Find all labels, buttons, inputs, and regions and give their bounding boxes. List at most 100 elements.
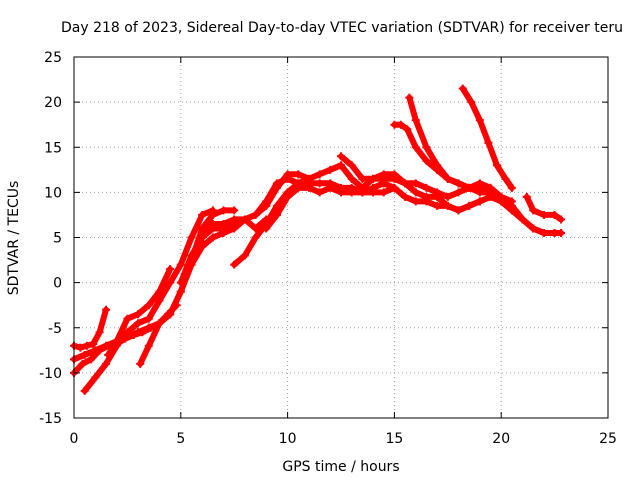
data-point: [539, 228, 548, 237]
data-point: [198, 233, 207, 242]
series-arc-15: [458, 84, 516, 192]
data-point: [337, 161, 345, 170]
data-point: [507, 183, 516, 192]
y-tick-label: -15: [39, 411, 62, 427]
series-arc-5: [104, 265, 175, 359]
data-point: [144, 301, 153, 310]
data-point: [486, 183, 495, 192]
series-arc-4: [80, 206, 217, 395]
data-point: [102, 359, 111, 368]
data-point: [492, 161, 501, 170]
data-point: [507, 201, 516, 210]
data-point: [198, 224, 207, 233]
data-point: [347, 174, 356, 183]
data-point: [208, 210, 217, 219]
data-point: [272, 179, 281, 188]
data-point: [304, 183, 313, 192]
series-arc-14: [405, 93, 495, 192]
data-point: [529, 224, 538, 233]
data-point: [458, 84, 467, 93]
data-point: [522, 192, 531, 201]
data-point: [390, 183, 399, 192]
x-tick-label: 5: [176, 431, 185, 447]
data-point: [283, 192, 292, 201]
data-point: [187, 260, 196, 269]
data-point: [433, 161, 442, 170]
data-series: [70, 84, 566, 395]
data-point: [467, 98, 476, 107]
y-tick-label: 5: [53, 231, 62, 247]
data-point: [187, 233, 196, 242]
data-point: [326, 165, 335, 174]
data-point: [176, 260, 185, 269]
x-tick-label: 10: [279, 431, 297, 447]
y-tick-label: -5: [48, 321, 62, 337]
data-point: [294, 183, 303, 192]
data-point: [337, 152, 345, 161]
data-point: [465, 183, 474, 192]
data-point: [166, 278, 175, 287]
data-point: [454, 206, 463, 215]
data-point: [379, 188, 388, 197]
data-point: [283, 174, 292, 183]
data-point: [166, 310, 175, 319]
data-point: [294, 170, 303, 179]
data-point: [102, 305, 111, 314]
data-point: [401, 179, 410, 188]
y-tick-label: 0: [53, 276, 62, 292]
data-point: [475, 183, 484, 192]
x-axis-label: GPS time / hours: [282, 459, 399, 475]
data-point: [475, 197, 484, 206]
data-point: [358, 174, 367, 183]
data-point: [176, 287, 185, 296]
data-point: [454, 179, 463, 188]
data-point: [369, 188, 378, 197]
x-tick-label: 0: [70, 431, 79, 447]
data-point: [95, 328, 104, 337]
data-point: [78, 359, 87, 368]
data-point: [144, 323, 153, 332]
data-point: [134, 310, 143, 319]
data-point: [104, 350, 113, 359]
data-point: [251, 233, 260, 242]
data-point: [272, 210, 281, 219]
data-point: [219, 206, 228, 215]
y-tick-label: 20: [44, 95, 62, 111]
data-point: [80, 350, 89, 359]
data-point: [230, 260, 239, 269]
data-point: [433, 201, 442, 210]
data-point: [251, 224, 260, 233]
data-point: [497, 192, 506, 201]
data-point: [155, 319, 164, 328]
data-point: [403, 125, 412, 134]
data-point: [411, 197, 420, 206]
data-point: [433, 192, 442, 201]
data-point: [144, 314, 153, 323]
data-point: [443, 174, 452, 183]
data-point: [422, 183, 431, 192]
data-point: [89, 339, 98, 348]
data-point: [550, 210, 559, 219]
data-point: [315, 179, 324, 188]
grid-lines: [74, 57, 608, 418]
data-point: [379, 170, 388, 179]
data-point: [557, 228, 566, 237]
data-point: [465, 201, 474, 210]
data-point: [230, 215, 239, 224]
data-point: [475, 116, 484, 125]
data-point: [557, 215, 566, 224]
data-point: [411, 116, 420, 125]
data-point: [219, 219, 228, 228]
chart-title: Day 218 of 2023, Sidereal Day-to-day VTE…: [61, 20, 623, 36]
data-point: [501, 174, 510, 183]
data-point: [396, 120, 405, 129]
data-point: [91, 373, 100, 382]
data-point: [454, 188, 463, 197]
data-point: [134, 319, 143, 328]
x-tick-label: 15: [385, 431, 403, 447]
data-point: [155, 296, 164, 305]
series-line: [391, 121, 564, 236]
axis-ticks: 0 5 10 15 20 25 -15 -10 -5 0 5 10 15 20 25: [39, 50, 617, 447]
series-line: [459, 85, 515, 191]
data-point: [422, 156, 431, 165]
